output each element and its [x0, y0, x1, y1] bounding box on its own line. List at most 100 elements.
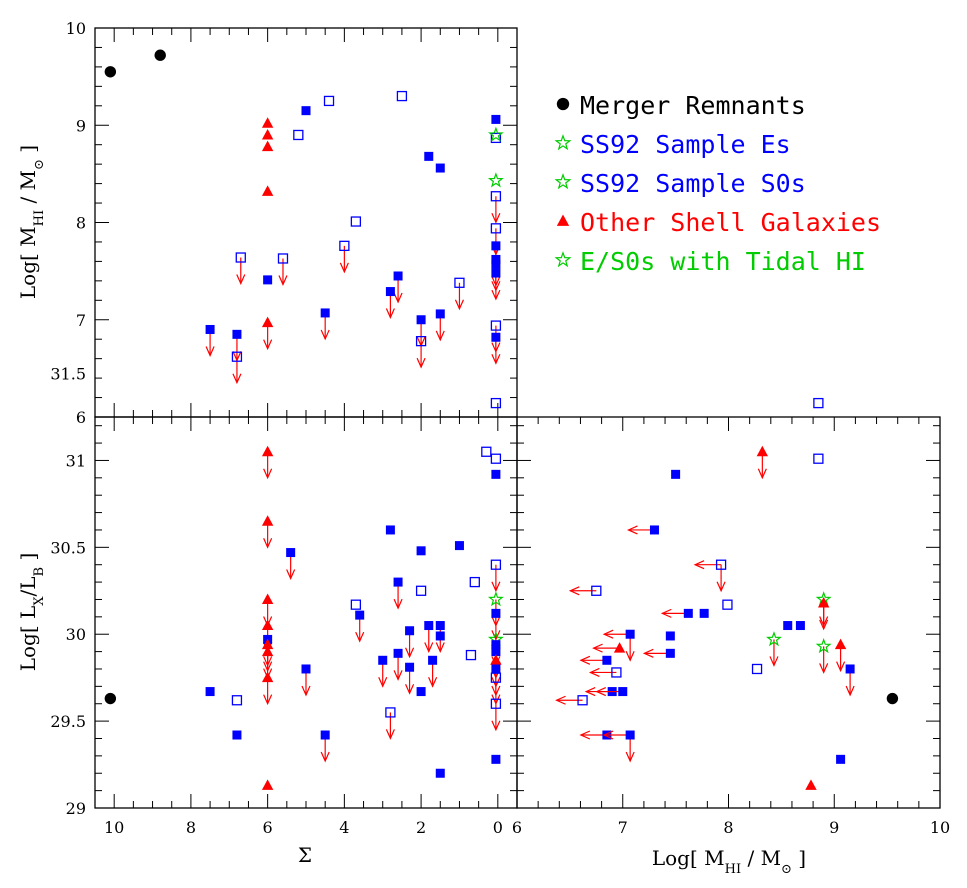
s0-point — [231, 351, 243, 362]
tidal-hi-point — [487, 126, 504, 142]
upper-limit-arrowhead — [428, 677, 438, 688]
upper-limit-arrowhead — [263, 468, 273, 480]
s0-point — [490, 191, 502, 202]
upper-limit-arrowhead — [626, 525, 638, 535]
es-point — [405, 626, 415, 636]
s0-point — [415, 335, 427, 347]
upper-limit-arrowhead — [491, 630, 501, 641]
panel-lx-vs-sigma: 10 8 6 4 2 0 29 29.5 30 30.5 31 31.5 — [50, 365, 518, 837]
tidal-hi-point — [554, 134, 572, 151]
es-point — [232, 329, 242, 339]
s0-point — [813, 397, 824, 409]
es-point — [625, 730, 635, 740]
y-tick-label: 30 — [66, 625, 86, 644]
upper-limit-arrowhead — [579, 655, 591, 665]
upper-limit-arrowhead — [320, 751, 330, 763]
upper-limit-arrowhead — [405, 647, 415, 659]
x-tick-label: 7 — [618, 818, 628, 837]
upper-limit-arrowhead — [393, 670, 403, 681]
upper-limit-arrowhead — [642, 648, 654, 658]
upper-limit-arrowhead — [602, 629, 614, 639]
es-point — [385, 525, 395, 535]
upper-limit-arrowhead — [757, 468, 767, 480]
legend-label: Merger Remnants — [580, 91, 806, 120]
upper-limit-arrowhead — [263, 339, 273, 351]
s0-point — [490, 672, 502, 683]
shell-galaxy-point — [756, 445, 769, 457]
es-point — [435, 631, 445, 641]
x-tick-label: 10 — [104, 818, 124, 837]
legend-label: Other Shell Galaxies — [580, 208, 881, 237]
upper-limit-arrowhead — [555, 695, 566, 705]
es-point — [393, 271, 403, 281]
upper-limit-arrowhead — [491, 212, 501, 224]
es-point — [435, 163, 445, 173]
shell-galaxy-point — [261, 515, 274, 526]
upper-limit-arrowhead — [424, 642, 434, 654]
upper-limit-arrowhead — [716, 581, 726, 593]
upper-limit-arrowhead — [491, 694, 501, 706]
upper-limit-arrowhead — [625, 650, 635, 662]
es-point — [320, 308, 330, 318]
es-point — [263, 275, 273, 285]
s0-point — [385, 707, 396, 718]
upper-limit-arrowhead — [819, 619, 829, 631]
upper-limit-arrowhead — [491, 720, 501, 732]
y-tick-label: 10 — [66, 19, 86, 38]
y-tick-label: 9 — [76, 116, 86, 135]
es-point — [435, 309, 445, 319]
es-point — [454, 541, 464, 551]
es-point — [491, 647, 501, 657]
s0-point — [469, 576, 480, 588]
es-point — [435, 621, 445, 631]
s0-point — [490, 453, 502, 464]
s0-point — [715, 559, 727, 570]
shell-galaxy-point — [261, 645, 274, 657]
shell-galaxy-point — [261, 619, 274, 631]
upper-limit-arrowhead — [602, 730, 614, 740]
shell-galaxy-point — [556, 214, 570, 226]
upper-limit-arrowhead — [385, 308, 395, 320]
shell-galaxy-point — [261, 185, 274, 196]
s0-point — [490, 698, 502, 709]
x-tick-label: 8 — [186, 818, 196, 837]
es-point — [491, 332, 501, 342]
x-tick-label: 4 — [339, 818, 349, 837]
s0-point — [350, 216, 362, 227]
es-point — [845, 664, 855, 674]
panel-hi-vs-sigma: 6 7 8 9 10 — [66, 19, 518, 427]
y-tick-label: 8 — [76, 214, 86, 233]
y-tick-label: 6 — [76, 408, 86, 427]
es-point — [665, 648, 675, 658]
es-point — [491, 664, 501, 674]
es-point — [286, 548, 296, 558]
panel-frame — [94, 416, 518, 809]
es-point — [355, 610, 365, 620]
es-point — [618, 687, 628, 697]
es-point — [491, 254, 501, 264]
s0-point — [465, 649, 477, 661]
shell-galaxy-point — [261, 128, 274, 140]
tidal-hi-point — [487, 172, 504, 188]
upper-limit-arrowhead — [405, 683, 415, 695]
merger-remnant-point — [556, 97, 570, 111]
upper-limit-arrowhead — [205, 346, 215, 357]
es-point — [683, 608, 693, 618]
x-tick-label: 10 — [930, 818, 950, 837]
upper-limit-arrowhead — [385, 729, 395, 740]
shell-galaxy-point — [261, 779, 274, 790]
s0-point — [722, 599, 733, 610]
x-axis-title-hi: Log[ MHI / M⊙ ] — [652, 846, 806, 877]
upper-limit-arrowhead — [491, 289, 501, 301]
legend-label: SS92 Sample Es — [580, 130, 791, 159]
s0-point — [490, 223, 502, 234]
axis-titles: Σ Log[ MHI / M⊙ ] Log[ LX/LB ] Log[ MHI / … — [16, 145, 806, 877]
x-tick-label: 6 — [512, 818, 522, 837]
es-point — [491, 608, 501, 618]
upper-limit-arrowhead — [491, 354, 501, 365]
upper-limit-arrowhead — [454, 299, 465, 311]
es-point — [491, 259, 501, 269]
s0-point — [490, 559, 502, 570]
tidal-hi-point — [554, 173, 572, 190]
